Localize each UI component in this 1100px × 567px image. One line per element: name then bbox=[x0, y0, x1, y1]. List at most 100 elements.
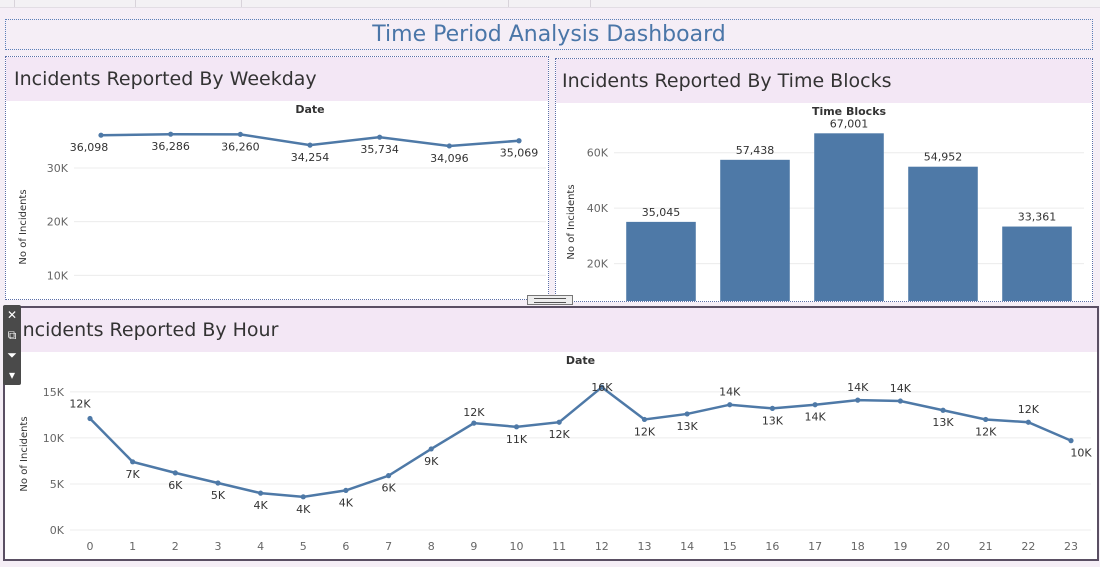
data-point bbox=[98, 132, 104, 138]
data-label: 14K bbox=[719, 386, 741, 399]
data-label: 12K bbox=[463, 406, 485, 419]
data-label: 35,045 bbox=[642, 206, 681, 219]
filter-icon[interactable]: ⏷ bbox=[7, 348, 17, 362]
y-tick-label: 60K bbox=[587, 147, 609, 160]
series-line bbox=[89, 385, 1072, 499]
data-point bbox=[516, 138, 522, 144]
panel-title: Incidents Reported By Hour bbox=[17, 319, 279, 341]
data-point bbox=[87, 415, 93, 422]
data-point bbox=[215, 480, 221, 486]
x-tick-label: 17 bbox=[808, 540, 822, 553]
data-label: 6K bbox=[381, 482, 396, 495]
data-label: 10K bbox=[1070, 447, 1092, 460]
data-point bbox=[172, 470, 178, 476]
x-tick-label: 10 bbox=[510, 540, 524, 553]
data-point bbox=[513, 424, 520, 430]
panel-header: Incidents Reported By Time Blocks bbox=[556, 59, 1092, 103]
timeblocks-panel[interactable]: Incidents Reported By Time Blocks Time B… bbox=[555, 58, 1093, 302]
weekday-panel[interactable]: Incidents Reported By Weekday Date No of … bbox=[5, 56, 549, 300]
data-point bbox=[940, 407, 946, 413]
data-label: 57,438 bbox=[736, 144, 775, 157]
data-point bbox=[385, 473, 392, 479]
hour-panel[interactable]: Incidents Reported By Hour Date No of Inc… bbox=[3, 306, 1099, 561]
chart-header: Time Blocks bbox=[812, 105, 887, 118]
data-label: 13K bbox=[677, 420, 699, 433]
data-point bbox=[168, 131, 174, 137]
data-label: 14K bbox=[890, 382, 912, 395]
tab-stub[interactable] bbox=[15, 0, 136, 7]
data-label: 6K bbox=[168, 479, 183, 492]
panel-title: Incidents Reported By Time Blocks bbox=[562, 70, 892, 92]
data-label: 54,952 bbox=[924, 151, 963, 164]
data-label: 12K bbox=[549, 428, 571, 441]
y-tick-label: 10K bbox=[43, 432, 65, 445]
x-tick-label: 12 bbox=[595, 540, 609, 553]
y-axis-label: No of Incidents bbox=[18, 189, 29, 264]
data-label: 36,260 bbox=[221, 140, 260, 153]
more-icon[interactable]: ▾ bbox=[8, 368, 16, 382]
y-tick-label: 40K bbox=[587, 202, 609, 215]
data-label: 12K bbox=[634, 425, 656, 438]
data-point bbox=[769, 405, 776, 411]
data-label: 16K bbox=[591, 381, 613, 394]
data-label: 13K bbox=[762, 414, 784, 427]
data-label: 4K bbox=[296, 503, 311, 516]
data-point bbox=[812, 402, 818, 408]
data-label: 13K bbox=[932, 416, 954, 429]
x-tick-label: 20 bbox=[936, 540, 950, 553]
x-tick-label: 21 bbox=[979, 540, 993, 553]
y-axis-label: No of Incidents bbox=[566, 184, 577, 259]
y-tick-label: 10K bbox=[47, 269, 69, 282]
data-point bbox=[599, 384, 605, 390]
data-point bbox=[983, 416, 989, 423]
resize-handle[interactable] bbox=[527, 295, 573, 305]
floating-toolbar: ✕ ⧉ ⏷ ▾ bbox=[3, 305, 21, 385]
data-point bbox=[855, 397, 861, 403]
dashboard-title-container: Time Period Analysis Dashboard bbox=[5, 19, 1093, 50]
tab-stub[interactable] bbox=[0, 0, 15, 7]
x-tick-label: 13 bbox=[637, 540, 651, 553]
chart-header: Date bbox=[566, 354, 595, 367]
chart-header: Date bbox=[295, 103, 324, 116]
x-tick-label: 11 bbox=[552, 540, 566, 553]
x-tick-label: 16 bbox=[765, 540, 779, 553]
tab-stub[interactable] bbox=[509, 0, 591, 7]
data-point bbox=[237, 131, 243, 137]
x-tick-label: 23 bbox=[1064, 540, 1078, 553]
x-tick-label: 8 bbox=[428, 540, 435, 553]
x-tick-label: 19 bbox=[893, 540, 907, 553]
data-point bbox=[428, 446, 434, 452]
panel-title: Incidents Reported By Weekday bbox=[14, 68, 317, 90]
x-tick-label: 2 bbox=[172, 540, 179, 553]
x-tick-label: 7 bbox=[385, 540, 392, 553]
data-point bbox=[446, 143, 452, 149]
data-point bbox=[897, 398, 903, 404]
data-label: 36,286 bbox=[151, 140, 190, 153]
data-point bbox=[641, 416, 648, 423]
data-label: 12K bbox=[69, 398, 91, 411]
panel-header: Incidents Reported By Weekday bbox=[6, 57, 548, 101]
data-label: 33,361 bbox=[1018, 211, 1057, 224]
y-tick-label: 20K bbox=[587, 258, 609, 271]
y-tick-label: 30K bbox=[47, 162, 69, 175]
x-tick-label: 6 bbox=[342, 540, 349, 553]
data-point bbox=[130, 459, 136, 465]
data-point bbox=[258, 490, 264, 496]
tab-stub[interactable] bbox=[242, 0, 509, 7]
x-tick-label: 15 bbox=[723, 540, 737, 553]
bar bbox=[626, 221, 696, 301]
data-label: 35,069 bbox=[500, 147, 539, 160]
x-tick-label: 9 bbox=[470, 540, 477, 553]
x-tick-label: 0 bbox=[87, 540, 94, 553]
tab-stub[interactable] bbox=[136, 0, 242, 7]
y-tick-label: 5K bbox=[50, 478, 65, 491]
popout-icon[interactable]: ⧉ bbox=[7, 328, 17, 342]
data-label: 34,254 bbox=[291, 151, 330, 164]
data-point bbox=[307, 142, 313, 148]
data-label: 12K bbox=[975, 425, 997, 438]
x-tick-label: 1 bbox=[129, 540, 136, 553]
close-icon[interactable]: ✕ bbox=[6, 308, 18, 322]
